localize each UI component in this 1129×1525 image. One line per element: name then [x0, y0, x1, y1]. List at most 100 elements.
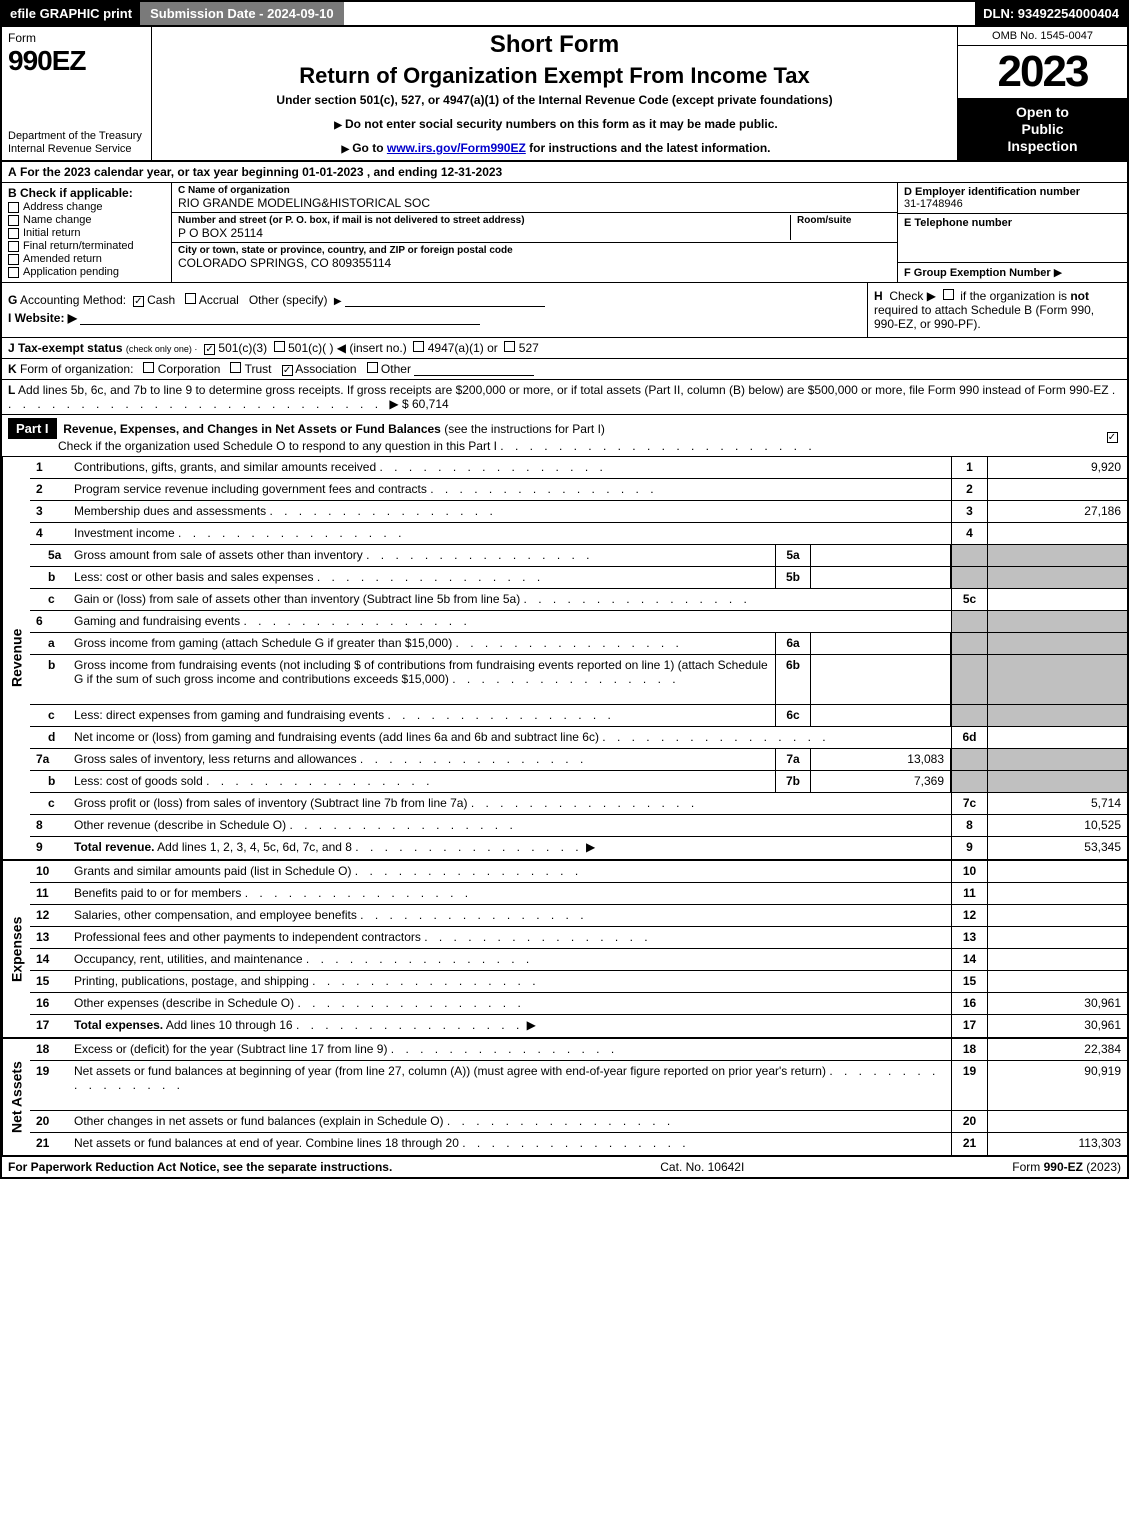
b-checkbox[interactable]	[8, 254, 19, 265]
g-label: G	[8, 293, 17, 307]
form-label: Form	[8, 31, 145, 45]
instruction-2: Go to www.irs.gov/Form990EZ for instruct…	[160, 141, 949, 155]
line-right-val	[987, 771, 1127, 792]
line-number: b	[30, 771, 70, 792]
open2: Public	[1021, 121, 1063, 137]
line-row: bLess: cost of goods sold . . . . . . . …	[30, 771, 1127, 793]
line-desc: Printing, publications, postage, and shi…	[70, 971, 951, 992]
line-desc: Net income or (loss) from gaming and fun…	[70, 727, 951, 748]
open3: Inspection	[1007, 138, 1077, 154]
line-right-val: 53,345	[987, 837, 1127, 859]
j-501c3-check[interactable]	[204, 344, 215, 355]
line-row: 17Total expenses. Add lines 10 through 1…	[30, 1015, 1127, 1037]
irs-link[interactable]: www.irs.gov/Form990EZ	[387, 141, 526, 155]
line-row: 18Excess or (deficit) for the year (Subt…	[30, 1039, 1127, 1061]
line-number: 6	[30, 611, 70, 632]
row-a-text: For the 2023 calendar year, or tax year …	[20, 165, 502, 179]
line-row: 7aGross sales of inventory, less returns…	[30, 749, 1127, 771]
part1-paren: (see the instructions for Part I)	[444, 422, 605, 436]
g-cash-check[interactable]	[133, 296, 144, 307]
section-b-header: B Check if applicable:	[8, 186, 165, 200]
line-desc: Salaries, other compensation, and employ…	[70, 905, 951, 926]
b-checkbox[interactable]	[8, 241, 19, 252]
k-o1: Corporation	[158, 362, 221, 376]
line-mid-num: 5b	[775, 567, 811, 588]
tax-year: 2023	[958, 46, 1127, 98]
line-number: b	[30, 655, 70, 704]
line-row: 6Gaming and fundraising events . . . . .…	[30, 611, 1127, 633]
b-item-label: Amended return	[23, 253, 102, 265]
k-o3: Association	[295, 362, 356, 376]
line-right-val: 113,303	[987, 1133, 1127, 1155]
line-number: c	[30, 793, 70, 814]
line-row: 10Grants and similar amounts paid (list …	[30, 861, 1127, 883]
b-item-label: Name change	[23, 214, 92, 226]
j-4947-check[interactable]	[413, 341, 424, 352]
line-right-val: 27,186	[987, 501, 1127, 522]
part1-scho-check[interactable]	[1107, 432, 1118, 443]
b-checkbox[interactable]	[8, 228, 19, 239]
c-city-lbl: City or town, state or province, country…	[178, 245, 891, 256]
line-right-val: 90,919	[987, 1061, 1127, 1110]
line-mid-num: 6b	[775, 655, 811, 704]
k-corp-check[interactable]	[143, 362, 154, 373]
footer-right-year: (2023)	[1083, 1160, 1121, 1174]
netassets-side-label: Net Assets	[2, 1039, 30, 1155]
i-label: I Website: ▶	[8, 311, 77, 325]
line-number: 2	[30, 479, 70, 500]
line-row: 14Occupancy, rent, utilities, and mainte…	[30, 949, 1127, 971]
b-checkbox[interactable]	[8, 202, 19, 213]
line-desc: Net assets or fund balances at beginning…	[70, 1061, 951, 1110]
line-right-num: 18	[951, 1039, 987, 1060]
line-right-num: 6d	[951, 727, 987, 748]
b-item: Name change	[8, 214, 165, 226]
b-item-label: Initial return	[23, 227, 80, 239]
line-mid-val	[811, 705, 951, 726]
g-accrual: Accrual	[199, 293, 239, 307]
k-assoc-check[interactable]	[282, 365, 293, 376]
l-label: L	[8, 383, 15, 397]
g-accrual-check[interactable]	[185, 293, 196, 304]
line-right-val	[987, 567, 1127, 588]
footer-right-form: 990-EZ	[1044, 1160, 1083, 1174]
submission-date: Submission Date - 2024-09-10	[140, 2, 344, 25]
expenses-side-label: Expenses	[2, 861, 30, 1037]
k-label: K	[8, 362, 17, 376]
line-number: a	[30, 633, 70, 654]
c-name-row: C Name of organization RIO GRANDE MODELI…	[172, 183, 897, 213]
line-row: 3Membership dues and assessments . . . .…	[30, 501, 1127, 523]
b-item-label: Address change	[23, 201, 103, 213]
h-not: not	[1070, 289, 1089, 303]
expenses-section: Expenses 10Grants and similar amounts pa…	[2, 861, 1127, 1039]
line-desc: Gain or (loss) from sale of assets other…	[70, 589, 951, 610]
instruction-1: Do not enter social security numbers on …	[160, 117, 949, 131]
b-checkbox[interactable]	[8, 215, 19, 226]
line-row: 20Other changes in net assets or fund ba…	[30, 1111, 1127, 1133]
k-other-check[interactable]	[367, 362, 378, 373]
g-other: Other (specify)	[249, 293, 328, 307]
h-text3: required to attach Schedule B (Form 990,…	[874, 303, 1094, 331]
dept-irs: Internal Revenue Service	[8, 143, 132, 155]
subtitle: Under section 501(c), 527, or 4947(a)(1)…	[160, 93, 949, 107]
part1-label: Part I	[8, 418, 57, 439]
j-o4: 527	[519, 341, 539, 355]
footer-mid: Cat. No. 10642I	[660, 1160, 744, 1174]
line-desc: Total expenses. Add lines 10 through 16 …	[70, 1015, 951, 1037]
open1: Open to	[1016, 104, 1069, 120]
line-desc: Benefits paid to or for members . . . . …	[70, 883, 951, 904]
line-row: 21Net assets or fund balances at end of …	[30, 1133, 1127, 1155]
k-trust-check[interactable]	[230, 362, 241, 373]
j-527-check[interactable]	[504, 341, 515, 352]
line-desc: Other expenses (describe in Schedule O) …	[70, 993, 951, 1014]
line-row: cLess: direct expenses from gaming and f…	[30, 705, 1127, 727]
line-right-num: 12	[951, 905, 987, 926]
line-right-num: 13	[951, 927, 987, 948]
j-o3: 4947(a)(1) or	[428, 341, 498, 355]
h-check[interactable]	[943, 289, 954, 300]
line-right-num	[951, 633, 987, 654]
section-ghi: G Accounting Method: Cash Accrual Other …	[2, 283, 1127, 338]
j-501c-check[interactable]	[274, 341, 285, 352]
instr2-pre: Go to	[352, 141, 387, 155]
b-checkbox[interactable]	[8, 267, 19, 278]
header-right: OMB No. 1545-0047 2023 Open to Public In…	[957, 27, 1127, 160]
